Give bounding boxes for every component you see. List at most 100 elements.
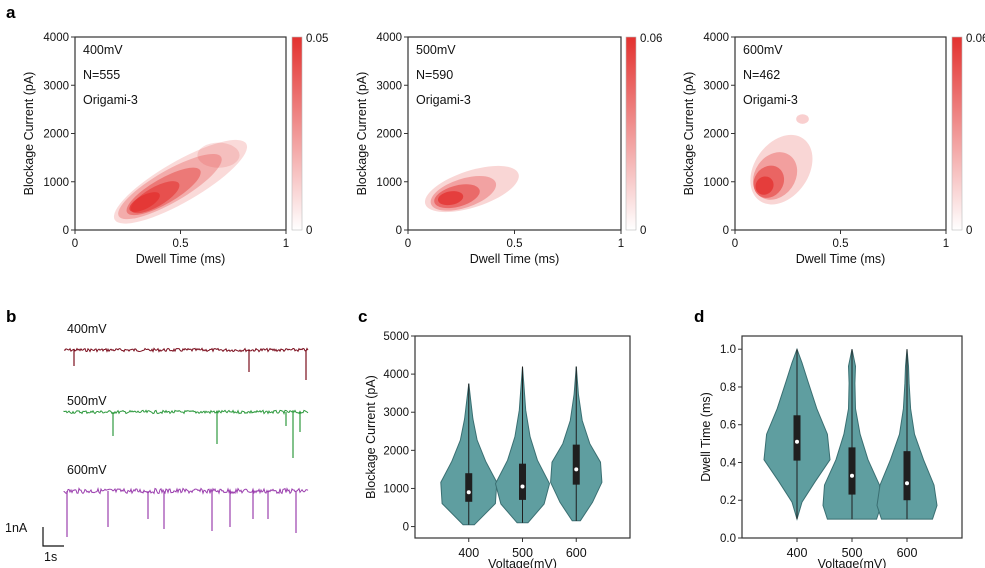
y-tick-label: 2000 bbox=[703, 129, 729, 141]
x-tick-label: 500 bbox=[512, 546, 533, 560]
trace-voltage-label: 400mV bbox=[67, 322, 107, 336]
heatmap-2: 0 1000 2000 3000 4000 0 0.5 1 Dwell Time (ms) Blo… bbox=[355, 32, 662, 266]
x-tick-label: 400 bbox=[787, 546, 808, 560]
y-tick-label: 1000 bbox=[703, 177, 729, 189]
sample-label: Origami-3 bbox=[416, 93, 471, 107]
violin-iqr-box bbox=[519, 463, 526, 500]
trace-signal bbox=[63, 487, 309, 495]
colorbar bbox=[291, 36, 303, 231]
y-axis-label: Blockage Current (pA) bbox=[355, 72, 369, 196]
violin-median-dot bbox=[850, 473, 854, 478]
colorbar-min-label: 0 bbox=[966, 225, 972, 237]
colorbar-max-label: 0.05 bbox=[306, 33, 328, 45]
colorbar bbox=[625, 36, 637, 231]
voltage-label: 400mV bbox=[83, 43, 123, 57]
x-tick-label: 400 bbox=[458, 546, 479, 560]
density-level-6 bbox=[197, 142, 240, 168]
voltage-label: 600mV bbox=[743, 43, 783, 57]
y-axis-label: Blockage Current (pA) bbox=[364, 375, 378, 499]
colorbar-max-label: 0.06 bbox=[966, 33, 985, 45]
y-tick-label: 3000 bbox=[43, 80, 69, 92]
density-level-5 bbox=[129, 192, 160, 212]
trace-2: 500mV bbox=[63, 394, 309, 458]
y-tick-label: 3000 bbox=[376, 80, 402, 92]
y-tick-label: 2000 bbox=[376, 129, 402, 141]
x-tick-label: 0.5 bbox=[507, 238, 523, 250]
x-tick-label: 600 bbox=[566, 546, 587, 560]
y-tick-label: 4000 bbox=[43, 32, 69, 44]
x-axis-label: Voltage(mV) bbox=[818, 557, 887, 568]
violin-median-dot bbox=[466, 490, 471, 495]
violin-iqr-box bbox=[793, 415, 801, 461]
x-tick-label: 500 bbox=[842, 546, 863, 560]
event-count-label: N=590 bbox=[416, 68, 453, 82]
y-tick-label: 0.0 bbox=[720, 533, 736, 545]
scale-bar-current-label: 1nA bbox=[5, 521, 28, 535]
panel-label-a: a bbox=[6, 3, 16, 22]
y-tick-label: 0.2 bbox=[720, 495, 736, 507]
violin-iqr-box bbox=[572, 444, 580, 485]
trace-signal bbox=[63, 347, 309, 353]
violin-median-dot bbox=[795, 439, 799, 444]
heatmap-3: 0 1000 2000 3000 4000 0 0.5 1 Dwell Time (ms) Blo… bbox=[682, 32, 985, 266]
voltage-label: 500mV bbox=[416, 43, 456, 57]
violin-iqr-box bbox=[848, 447, 856, 495]
density-contours bbox=[750, 114, 813, 205]
y-tick-label: 0.4 bbox=[720, 457, 737, 469]
y-tick-label: 3000 bbox=[383, 407, 409, 419]
y-tick-label: 1.0 bbox=[720, 344, 736, 356]
event-count-label: N=555 bbox=[83, 68, 120, 82]
trace-voltage-label: 500mV bbox=[67, 394, 107, 408]
y-tick-label: 1000 bbox=[43, 177, 69, 189]
y-tick-label: 0 bbox=[403, 522, 409, 534]
scale-bar: 1nA 1s bbox=[5, 521, 64, 564]
violin-median-dot bbox=[905, 481, 909, 486]
x-tick-label: 0 bbox=[72, 238, 78, 250]
scale-bar-time-label: 1s bbox=[44, 550, 57, 564]
y-tick-label: 0.8 bbox=[720, 382, 736, 394]
x-tick-label: 1 bbox=[943, 238, 949, 250]
density-level-4 bbox=[755, 176, 774, 195]
trace-1: 400mV bbox=[63, 322, 309, 380]
density-level-4 bbox=[437, 191, 464, 206]
y-tick-label: 3000 bbox=[703, 80, 729, 92]
y-tick-label: 0 bbox=[396, 225, 402, 237]
x-axis-label: Dwell Time (ms) bbox=[796, 252, 886, 266]
y-tick-label: 0 bbox=[63, 225, 69, 237]
x-tick-label: 600 bbox=[897, 546, 918, 560]
trace-3: 600mV bbox=[63, 463, 309, 537]
y-tick-label: 1000 bbox=[376, 177, 402, 189]
y-tick-label: 0 bbox=[723, 225, 729, 237]
y-tick-label: 4000 bbox=[383, 369, 409, 381]
y-axis-label: Dwell Time (ms) bbox=[699, 392, 713, 482]
violin-median-dot bbox=[520, 484, 525, 489]
density-contours bbox=[113, 139, 248, 224]
violin-median-dot bbox=[574, 467, 579, 472]
trace-panel: 400mV 500mV 600mV 1nA 1s bbox=[5, 322, 309, 564]
x-tick-label: 1 bbox=[283, 238, 289, 250]
y-tick-label: 5000 bbox=[383, 331, 409, 343]
colorbar-min-label: 0 bbox=[306, 225, 312, 237]
x-tick-label: 0.5 bbox=[833, 238, 849, 250]
x-axis-label: Dwell Time (ms) bbox=[470, 252, 560, 266]
event-count-label: N=462 bbox=[743, 68, 780, 82]
panel-label-b: b bbox=[6, 307, 16, 326]
density-level-5 bbox=[796, 114, 809, 124]
y-tick-label: 2000 bbox=[43, 129, 69, 141]
density-contours bbox=[424, 165, 519, 213]
y-tick-label: 4000 bbox=[376, 32, 402, 44]
x-tick-label: 0 bbox=[732, 238, 738, 250]
y-tick-label: 4000 bbox=[703, 32, 729, 44]
y-axis-label: Blockage Current (pA) bbox=[22, 72, 36, 196]
x-tick-label: 1 bbox=[618, 238, 624, 250]
sample-label: Origami-3 bbox=[83, 93, 138, 107]
y-axis-label: Blockage Current (pA) bbox=[682, 72, 696, 196]
x-tick-label: 0 bbox=[405, 238, 411, 250]
sample-label: Origami-3 bbox=[743, 93, 798, 107]
colorbar bbox=[951, 36, 963, 231]
violin-iqr-box bbox=[903, 451, 911, 501]
violin-panels: 0 1000 2000 3000 4000 5000 400 500 600 Voltage(mV… bbox=[364, 331, 963, 568]
x-axis-label: Voltage(mV) bbox=[488, 557, 557, 568]
